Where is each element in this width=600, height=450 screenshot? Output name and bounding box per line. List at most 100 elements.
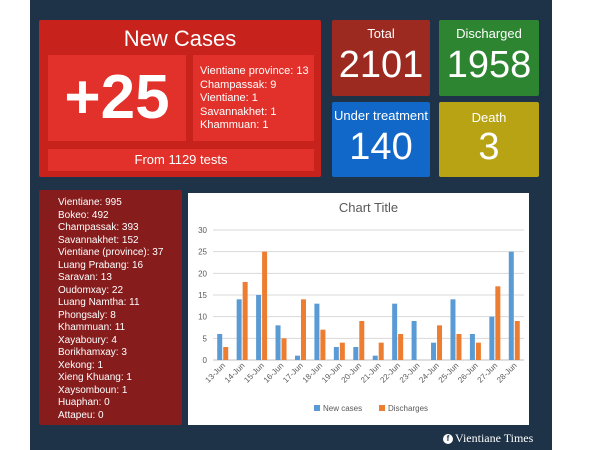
death-label: Death — [471, 110, 507, 125]
new-case-province-item: Savannakhet: 1 — [200, 105, 277, 118]
bar-discharges — [495, 286, 501, 360]
total-tile: Total 2101 — [332, 20, 430, 96]
x-tick-label: 20-Jun — [340, 361, 364, 385]
total-label: Total — [367, 26, 395, 41]
new-case-province-item: Vientiane: 1 — [200, 92, 258, 104]
bar-discharges — [242, 282, 248, 360]
bar-discharges — [320, 329, 326, 360]
province-total-item: Luang Prabang: 16 — [58, 259, 144, 271]
under-treatment-label: Under treatment — [334, 108, 428, 123]
bar-new-cases — [411, 321, 417, 360]
x-tick-label: 26-Jun — [456, 361, 480, 385]
bar-discharges — [300, 299, 306, 360]
province-totals-panel: Vientiane: 995 Bokeo: 492 Champassak: 39… — [39, 190, 182, 425]
x-tick-label: 14-Jun — [223, 361, 247, 385]
x-tick-label: 22-Jun — [378, 361, 402, 385]
bar-new-cases — [275, 325, 281, 360]
bar-discharges — [437, 325, 443, 360]
x-tick-label: 18-Jun — [301, 361, 325, 385]
bar-new-cases — [489, 316, 495, 360]
x-tick-label: 28-Jun — [495, 361, 519, 385]
chart-title: Chart Title — [339, 200, 398, 215]
province-total-item: Saravan: 13 — [58, 272, 112, 283]
province-total-item: Vientiane (province): 37 — [58, 247, 164, 258]
bar-new-cases — [392, 303, 398, 360]
bar-new-cases — [508, 251, 514, 360]
new-case-province-item: Vientiane province: 13 — [200, 65, 309, 77]
province-total-item: Khammuan: 11 — [58, 322, 126, 333]
legend-label-discharges: Discharges — [388, 404, 428, 413]
province-total-item: Champassak: 393 — [58, 222, 139, 233]
province-total-item: Vientiane: 995 — [58, 197, 122, 208]
death-value: 3 — [478, 126, 500, 168]
bar-discharges — [514, 321, 520, 360]
province-total-item: Xekong: 1 — [58, 359, 104, 371]
province-total-item: Phongsaly: 8 — [58, 309, 116, 321]
x-tick-label: 21-Jun — [359, 361, 383, 385]
x-tick-label: 23-Jun — [398, 361, 422, 385]
new-cases-count: +25 — [64, 63, 170, 132]
bar-discharges — [223, 347, 229, 360]
new-cases-title: New Cases — [123, 26, 237, 51]
discharged-tile: Discharged 1958 — [439, 20, 539, 96]
province-total-item: Bokeo: 492 — [58, 209, 109, 221]
province-total-item: Xieng Khuang: 1 — [58, 372, 132, 383]
y-tick-label: 30 — [198, 226, 207, 235]
bar-new-cases — [450, 299, 456, 360]
new-case-province-item: Champassak: 9 — [200, 78, 277, 91]
bar-discharges — [398, 334, 404, 360]
bar-discharges — [262, 251, 268, 360]
y-tick-label: 25 — [198, 248, 207, 257]
x-tick-label: 16-Jun — [262, 361, 286, 385]
bar-discharges — [339, 342, 345, 360]
province-total-item: Xaysomboun: 1 — [58, 384, 128, 396]
new-case-province-item: Khammuan: 1 — [200, 119, 269, 131]
x-tick-label: 19-Jun — [320, 361, 344, 385]
province-total-item: Huaphan: 0 — [58, 397, 110, 408]
y-tick-label: 0 — [203, 356, 208, 365]
legend-label-new-cases: New cases — [323, 404, 362, 413]
chart-panel: Chart Title 0 5 10 15 20 25 30 13-Jun 14-Jun 15-Ju… — [188, 193, 529, 425]
y-tick-label: 5 — [203, 334, 208, 343]
bar-new-cases — [256, 295, 262, 360]
new-cases-count-box: +25 — [48, 55, 186, 141]
new-cases-panel: New Cases +25 Vientiane province: 13 Cha… — [39, 20, 321, 177]
bar-new-cases — [431, 342, 437, 360]
x-tick-label: 13-Jun — [203, 361, 227, 385]
province-total-item: Luang Namtha: 11 — [58, 297, 140, 308]
bar-discharges — [378, 342, 384, 360]
under-treatment-value: 140 — [349, 126, 413, 168]
x-tick-label: 15-Jun — [242, 361, 266, 385]
tests-count: From 1129 tests — [48, 149, 314, 171]
new-cases-province-list: Vientiane province: 13 Champassak: 9 Vie… — [193, 55, 314, 141]
death-tile: Death 3 — [439, 102, 539, 177]
footer-brand: f Vientiane Times — [443, 431, 533, 446]
discharged-value: 1958 — [446, 44, 532, 86]
province-total-item: Oudomxay: 22 — [58, 284, 124, 296]
y-tick-label: 10 — [198, 313, 207, 322]
bar-discharges — [359, 321, 365, 360]
bar-new-cases — [294, 355, 300, 360]
bar-discharges — [456, 334, 462, 360]
dashboard-board: New Cases +25 Vientiane province: 13 Cha… — [30, 0, 552, 450]
discharged-label: Discharged — [456, 26, 522, 41]
x-tick-label: 17-Jun — [281, 361, 305, 385]
legend-swatch-new-cases — [314, 405, 320, 411]
bar-new-cases — [353, 347, 359, 360]
daily-cases-chart: Chart Title 0 5 10 15 20 25 30 13-Jun14-Jun15-Ju… — [198, 200, 524, 413]
y-tick-label: 20 — [198, 269, 207, 278]
bar-new-cases — [236, 299, 242, 360]
province-total-item: Xayaboury: 4 — [58, 334, 117, 346]
province-total-item: Borikhamxay: 3 — [58, 347, 127, 358]
bar-new-cases — [469, 334, 475, 360]
y-tick-label: 15 — [198, 291, 207, 300]
bar-new-cases — [314, 303, 320, 360]
province-total-item: Savannakhet: 152 — [58, 234, 139, 246]
x-tick-label: 27-Jun — [476, 361, 500, 385]
x-tick-label: 25-Jun — [437, 361, 461, 385]
x-tick-label: 24-Jun — [417, 361, 441, 385]
bar-new-cases — [217, 334, 223, 360]
bar-new-cases — [372, 355, 378, 360]
brand-name: Vientiane Times — [455, 431, 534, 445]
bar-discharges — [475, 342, 481, 360]
